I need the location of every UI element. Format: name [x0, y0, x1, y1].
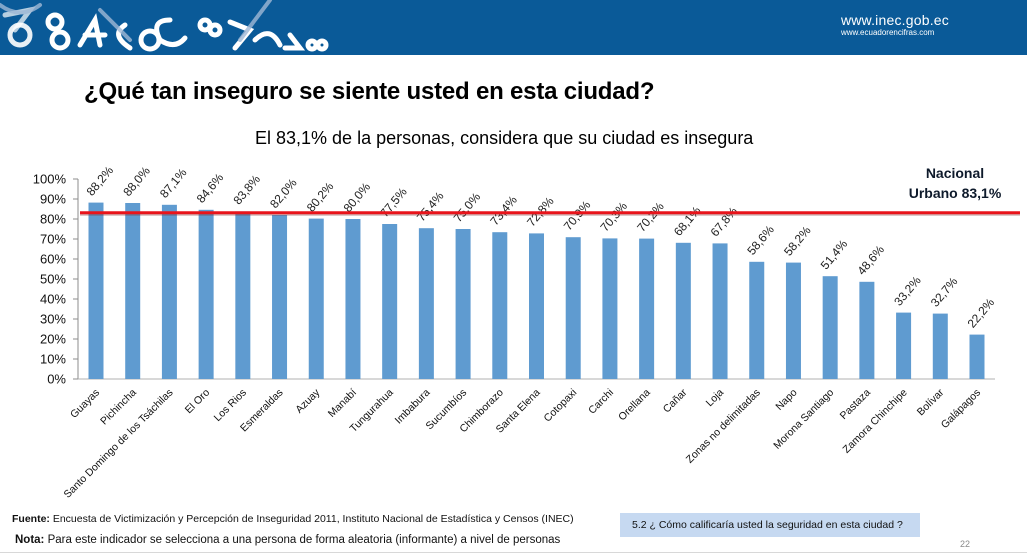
page-number: 22: [960, 539, 971, 549]
bar: [932, 313, 948, 379]
bar: [859, 281, 875, 379]
bar: [345, 219, 361, 379]
x-tick-label: El Oro: [183, 387, 213, 417]
data-label: 48,6%: [854, 242, 887, 277]
reference-line-group: [80, 211, 1020, 216]
data-label: 75,0%: [451, 190, 484, 225]
data-label: 73,4%: [487, 193, 520, 228]
bar: [822, 276, 838, 379]
source-text: Encuesta de Victimización y Percepción d…: [49, 513, 574, 525]
x-tick-label: Orellana: [616, 387, 653, 424]
data-label: 32,7%: [928, 274, 961, 309]
data-label: 33,2%: [891, 273, 924, 308]
note-text: Para este indicador se selecciona a una …: [44, 534, 561, 546]
x-tick-label: Bolívar: [915, 386, 947, 418]
reference-label-line2: Urbano 83,1%: [908, 185, 1002, 201]
bar: [675, 242, 691, 379]
x-tick-label: Guayas: [68, 387, 102, 421]
x-tick-label: Loja: [704, 387, 727, 410]
footer-divider: [0, 552, 1027, 553]
x-tick-label: Napo: [773, 387, 799, 413]
reference-label-line1: Nacional: [925, 165, 985, 181]
x-tick-label: Galápagos: [939, 387, 983, 431]
bar: [198, 209, 214, 379]
bar: [712, 243, 728, 379]
data-label: 70,3%: [597, 199, 630, 234]
data-label: 58,2%: [781, 223, 814, 258]
x-tick-label: Cotopaxi: [542, 387, 580, 425]
data-label: 75,4%: [414, 189, 447, 224]
x-tick-label: Zamora Chinchipe: [841, 387, 910, 456]
bar: [785, 262, 801, 379]
bar: [235, 211, 251, 379]
source-note: Fuente: Encuesta de Victimización y Perc…: [12, 513, 574, 525]
bar: [455, 229, 471, 379]
y-tick-label: 10%: [40, 352, 66, 367]
data-label: 70,2%: [634, 199, 667, 234]
data-label: 87,1%: [157, 165, 190, 200]
bar: [602, 238, 618, 379]
x-tick-label: Manabí: [326, 387, 359, 420]
y-tick-label: 100%: [33, 172, 67, 187]
bar: [161, 204, 177, 379]
bar: [529, 233, 544, 379]
data-label: 84,6%: [194, 170, 227, 205]
y-tick-label: 40%: [40, 292, 66, 307]
y-tick-label: 0%: [47, 372, 66, 387]
data-label: 58,6%: [744, 222, 777, 257]
numbers-logo-icon: [0, 0, 329, 52]
bar: [639, 238, 655, 379]
x-tick-label: Carchi: [586, 387, 616, 417]
x-tick-label: Cañar: [661, 386, 690, 415]
survey-question-box: 5.2 ¿ Cómo calificaría usted la segurida…: [620, 513, 920, 537]
note: Nota: Para este indicador se selecciona …: [15, 534, 560, 546]
bar: [125, 203, 141, 379]
y-tick-label: 90%: [40, 192, 66, 207]
bar: [749, 261, 765, 379]
x-tick-label: Azuay: [293, 386, 323, 416]
header-banner: www.inec.gob.ec www.ecuadorencifras.com: [0, 0, 1027, 55]
y-tick-label: 60%: [40, 252, 66, 267]
bar: [382, 224, 398, 379]
data-label: 88,0%: [120, 164, 153, 199]
data-label: 68,1%: [671, 203, 704, 238]
x-tick-label: Zonas no delimitadas: [684, 387, 763, 466]
data-label: 22,2%: [965, 295, 998, 330]
reference-line-label: Nacional Urbano 83,1%: [900, 163, 1010, 203]
bar: [565, 237, 581, 379]
x-tick-label: Los Rios: [212, 387, 249, 424]
bar: [418, 228, 434, 379]
y-tick-label: 20%: [40, 332, 66, 347]
inec-url[interactable]: www.inec.gob.ec: [840, 12, 949, 28]
bar: [896, 312, 912, 379]
bars-group: [88, 202, 985, 379]
data-label: 80,0%: [341, 180, 374, 215]
data-label: 82,0%: [267, 176, 300, 211]
bar: [308, 218, 324, 379]
page-title: ¿Qué tan inseguro se siente usted en est…: [84, 78, 655, 105]
data-label: 51,4%: [818, 237, 851, 272]
x-tick-label: Pastaza: [838, 387, 873, 422]
bar-chart: 0%10%20%30%40%50%60%70%80%90%100% 88,2% 8…: [33, 163, 1020, 501]
y-tick-label: 70%: [40, 232, 66, 247]
data-label: 88,2%: [84, 163, 117, 198]
y-tick-label: 80%: [40, 212, 66, 227]
bar: [88, 202, 104, 379]
ecuadorencifras-url[interactable]: www.ecuadorencifras.com: [840, 28, 935, 37]
note-label: Nota:: [15, 534, 45, 546]
y-tick-label: 30%: [40, 312, 66, 327]
y-axis: 0% 10% 20% 30% 40% 50% 60% 70% 80% 90% 100%: [33, 172, 995, 387]
data-label: 83,8%: [230, 172, 263, 207]
data-label: 67,8%: [708, 204, 741, 239]
bar: [492, 232, 508, 379]
bar: [969, 334, 985, 379]
chart-subtitle: El 83,1% de la personas, considera que s…: [255, 128, 754, 148]
data-label: 80,2%: [304, 179, 337, 214]
bar: [272, 215, 288, 379]
source-label: Fuente:: [12, 513, 50, 525]
y-tick-label: 50%: [40, 272, 66, 287]
